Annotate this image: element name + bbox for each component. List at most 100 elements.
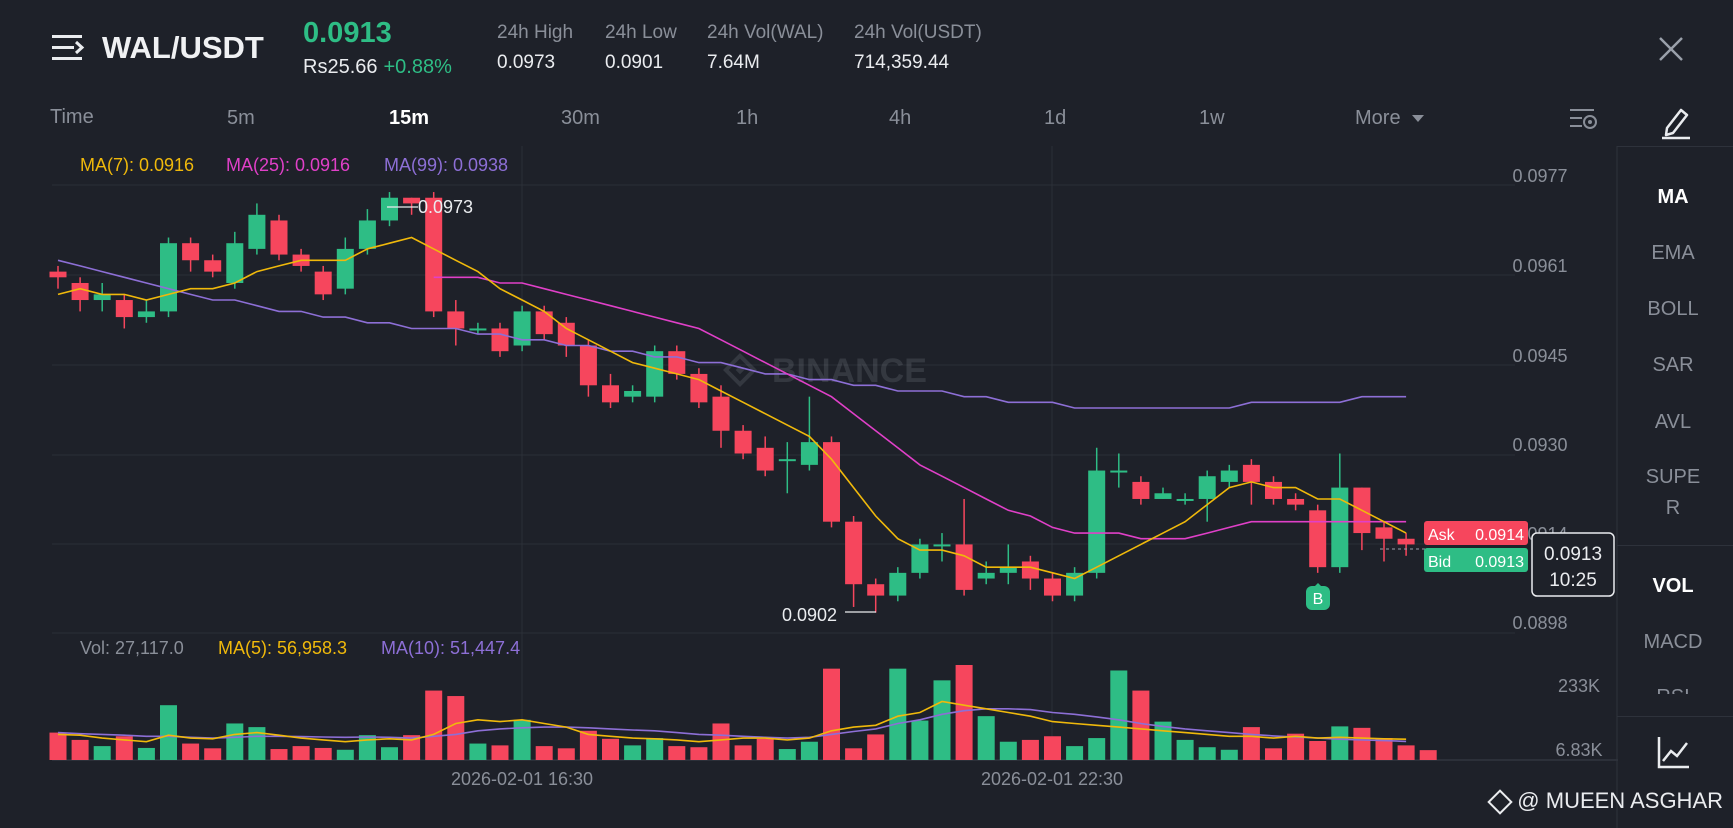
volume-bar: [955, 665, 973, 760]
sidebar-divider: [1617, 545, 1733, 546]
volume-bar: [93, 746, 111, 760]
candle: [1198, 470, 1216, 522]
stat-value: 0.0973: [497, 52, 556, 73]
tab-1w[interactable]: 1w: [1199, 107, 1225, 129]
candle: [889, 567, 907, 602]
candle-body: [712, 396, 730, 431]
candle: [447, 300, 465, 346]
stat-value: 0.0901: [605, 52, 664, 73]
indicator-ma[interactable]: MA: [1657, 186, 1689, 208]
close-icon[interactable]: [1656, 34, 1686, 64]
indicator-sar[interactable]: SAR: [1652, 354, 1694, 376]
tab-4h[interactable]: 4h: [889, 107, 912, 129]
candle-body: [800, 442, 818, 465]
candle-body: [1309, 510, 1327, 568]
indicator-boll[interactable]: BOLL: [1647, 298, 1699, 320]
buy-trade-marker[interactable]: B: [1306, 583, 1330, 610]
tab-5m[interactable]: 5m: [227, 107, 255, 129]
tab-15m[interactable]: 15m: [389, 107, 430, 129]
candle: [381, 192, 398, 227]
vol-ma5-legend: MA(5): 56,958.3: [218, 638, 347, 658]
candle-body: [71, 282, 89, 301]
candle-body: [999, 567, 1017, 573]
pair-title[interactable]: WAL/USDT: [102, 30, 264, 65]
candle-body: [491, 328, 509, 352]
candle-body: [115, 300, 133, 318]
candle: [1265, 476, 1282, 505]
candle-body: [1154, 493, 1172, 499]
indicator-super[interactable]: SUPE R: [1618, 466, 1728, 520]
candle: [137, 300, 155, 323]
time-tick: 2026-02-01 22:30: [981, 769, 1123, 789]
candle-body: [1397, 538, 1415, 545]
volume-bar: [933, 680, 951, 760]
volume-bar: [1132, 690, 1150, 760]
candle-body: [933, 544, 951, 547]
chart-settings-icon[interactable]: [1568, 106, 1598, 132]
vol-ma10-line: [57, 707, 1407, 743]
indicator-macd[interactable]: MACD: [1643, 631, 1703, 653]
tab-more[interactable]: More: [1355, 107, 1425, 130]
last-price: 0.0913: [303, 17, 392, 49]
indicator-vol[interactable]: VOL: [1652, 575, 1694, 597]
chart-type-icon[interactable]: [1656, 734, 1692, 770]
candle: [955, 498, 973, 596]
candle: [624, 385, 642, 403]
volume-bar: [491, 745, 509, 760]
indicator-rsi[interactable]: RSI: [1618, 686, 1728, 694]
volume-bar: [1419, 750, 1437, 760]
candle-body: [624, 390, 642, 397]
indicator-avl[interactable]: AVL: [1654, 411, 1692, 433]
ma99-line: [57, 259, 1407, 409]
candle: [425, 192, 443, 318]
candle: [182, 237, 200, 272]
candle-body: [602, 385, 619, 403]
candle-body: [668, 351, 686, 374]
volume-bar: [734, 745, 752, 760]
volume-bar: [889, 668, 907, 760]
candle-body: [756, 447, 774, 471]
ask-value: 0.0914: [1475, 527, 1524, 544]
candle-body: [137, 311, 155, 318]
candle: [469, 322, 487, 335]
volume-bar: [624, 745, 642, 760]
candle: [160, 237, 177, 318]
time-label: Time: [50, 106, 94, 128]
volume-bar: [579, 730, 597, 760]
volume-bar: [535, 746, 553, 760]
volume-bar: [1110, 670, 1128, 760]
volume-bar: [226, 723, 244, 760]
volume-bar: [1331, 726, 1349, 760]
indicator-super-line1: SUPE: [1645, 466, 1701, 488]
volume-bar: [867, 734, 885, 760]
volume-bar: [823, 668, 840, 760]
volume-bar: [358, 735, 376, 760]
sidebar-scroll-clip: RSI: [1618, 686, 1728, 694]
candle-body: [1021, 561, 1039, 579]
tab-1d[interactable]: 1d: [1044, 107, 1067, 129]
candle: [1176, 493, 1194, 505]
candle: [1132, 476, 1150, 505]
candle: [491, 322, 509, 357]
candle: [270, 214, 288, 261]
tab-30m[interactable]: 30m: [561, 107, 600, 129]
candle: [712, 385, 730, 448]
tab-1h[interactable]: 1h: [736, 107, 759, 129]
candle-body: [734, 430, 752, 454]
indicator-ema[interactable]: EMA: [1651, 242, 1695, 264]
candle-body: [778, 459, 796, 462]
stat-24h-vol-wal: 24h Vol(WAL) 7.64M: [707, 22, 824, 74]
menu-icon[interactable]: [52, 31, 86, 65]
ask-label: Ask: [1428, 527, 1456, 544]
candle: [93, 282, 111, 312]
volume-bar: [403, 735, 421, 760]
ask-badge: [1424, 521, 1528, 545]
volume-bar: [71, 739, 89, 760]
candle-body: [93, 294, 111, 301]
draw-pencil-icon[interactable]: [1659, 104, 1693, 140]
candle: [336, 237, 354, 295]
volume-bar: [1044, 736, 1061, 760]
candle-body: [1110, 470, 1128, 473]
volume-tick: 6.83K: [1555, 740, 1602, 760]
